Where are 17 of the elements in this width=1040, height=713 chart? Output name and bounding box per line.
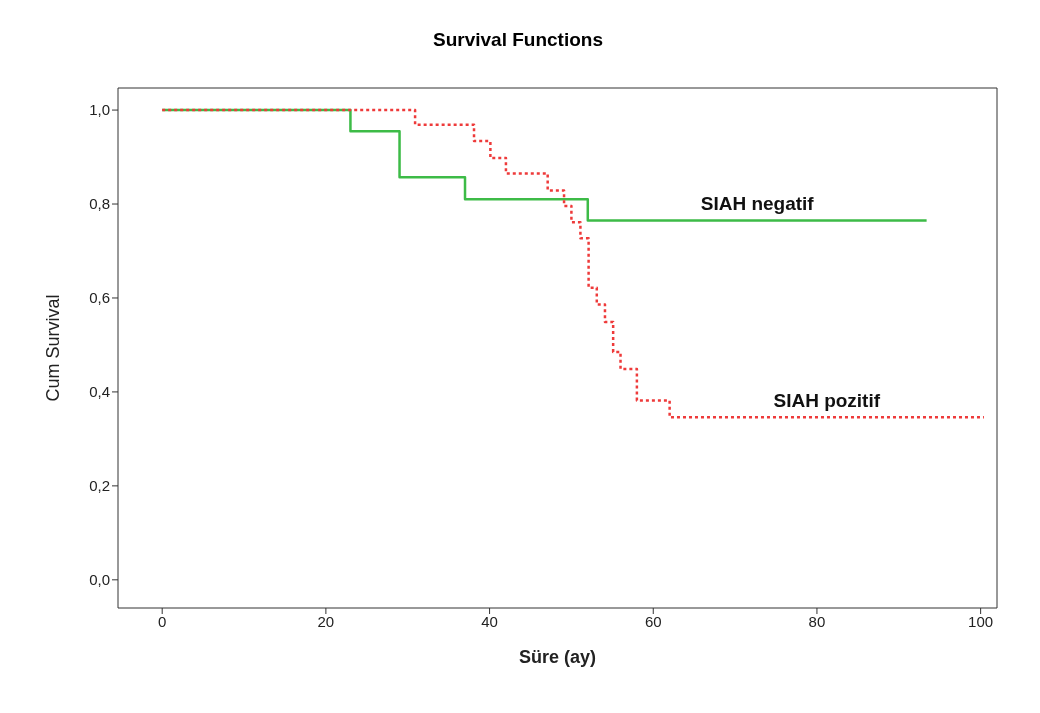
y-tick-label: 0,6 [89, 289, 110, 307]
y-axis-title: Cum Survival [43, 294, 64, 402]
y-tick-label: 0,2 [89, 477, 110, 495]
y-tick-label: 0,0 [89, 571, 110, 589]
x-tick-label: 0 [158, 612, 167, 630]
x-tick-label: 20 [317, 612, 335, 630]
series-label: SIAH pozitif [773, 390, 881, 412]
x-tick-label: 40 [481, 612, 498, 630]
x-tick-label: 60 [644, 612, 662, 630]
series-label: SIAH negatif [700, 193, 815, 215]
y-tick-label: 1,0 [89, 101, 110, 119]
x-tick-label: 100 [968, 612, 994, 630]
y-tick-label: 0,4 [89, 383, 110, 401]
x-tick-label: 80 [808, 612, 826, 630]
y-tick-label: 0,8 [89, 195, 110, 213]
x-axis-title: Süre (ay) [518, 647, 597, 667]
chart-title: Survival Functions [433, 29, 603, 50]
